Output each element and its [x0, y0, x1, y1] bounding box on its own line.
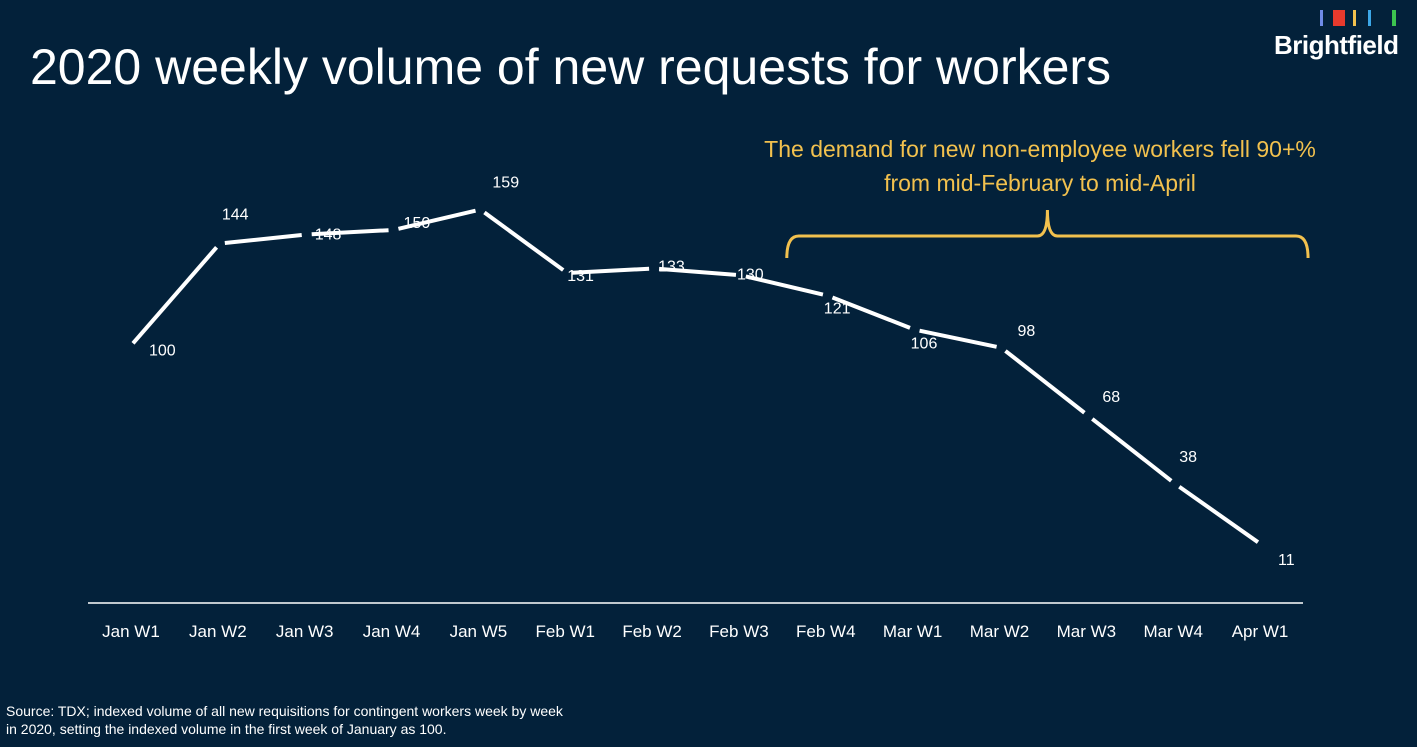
series-line-segment — [1004, 349, 1086, 415]
series-line-segment — [311, 228, 389, 237]
x-tick-label: Jan W3 — [276, 622, 334, 641]
x-tick-label: Mar W1 — [883, 622, 943, 641]
data-label: 98 — [1018, 323, 1036, 340]
x-tick-label: Mar W4 — [1143, 622, 1203, 641]
logo-wordmark: Brightfield — [1274, 30, 1399, 60]
x-tick-label: Mar W2 — [970, 622, 1030, 641]
series-line-segment — [1178, 485, 1260, 544]
logo-bars — [1320, 10, 1400, 28]
series-line-segment — [831, 295, 911, 330]
logo-bar — [1392, 10, 1396, 26]
data-label: 148 — [315, 226, 342, 243]
x-tick-label: Feb W2 — [622, 622, 682, 641]
data-label: 121 — [824, 301, 851, 318]
logo-bar — [1368, 10, 1371, 26]
logo-bar — [1320, 10, 1323, 26]
x-tick-label: Jan W4 — [363, 622, 421, 641]
data-label: 68 — [1102, 389, 1120, 406]
data-label: 11 — [1278, 552, 1295, 569]
series-line-segment — [745, 274, 824, 297]
x-tick-label: Jan W5 — [450, 622, 508, 641]
x-tick-label: Jan W1 — [102, 622, 160, 641]
source-note: Source: TDX; indexed volume of all new r… — [6, 703, 563, 737]
chart-title: 2020 weekly volume of new requests for w… — [30, 39, 1112, 95]
data-label: 38 — [1179, 449, 1197, 466]
annotation-text: The demand for new non-employee workers … — [764, 136, 1316, 196]
brightfield-logo: Brightfield — [1274, 10, 1399, 70]
series-line-segment — [224, 233, 302, 246]
x-tick-label: Feb W1 — [535, 622, 595, 641]
data-label: 106 — [911, 336, 938, 353]
series-line-group — [131, 208, 1260, 544]
data-label: 150 — [404, 215, 431, 232]
series-line-segment — [919, 328, 998, 349]
data-label: 131 — [567, 268, 594, 285]
series-line-segment — [131, 246, 219, 345]
series-line-segment — [1091, 417, 1173, 483]
series-line-segment — [572, 266, 650, 275]
series-line-segment — [658, 266, 737, 277]
x-tick-label: Apr W1 — [1232, 622, 1289, 641]
data-label: 144 — [222, 207, 249, 224]
logo-bar — [1333, 10, 1345, 26]
x-tick-label: Feb W4 — [796, 622, 856, 641]
x-tick-group: Jan W1 Jan W2 Jan W3 Jan W4 Jan W5 Feb W1 Feb … — [102, 622, 1288, 641]
x-tick-label: Jan W2 — [189, 622, 247, 641]
x-tick-label: Mar W3 — [1057, 622, 1117, 641]
series-line-segment — [397, 208, 476, 231]
x-tick-label: Feb W3 — [709, 622, 769, 641]
logo-bar — [1353, 10, 1356, 26]
data-label: 130 — [737, 266, 764, 283]
data-label: 100 — [149, 342, 176, 359]
data-label: 159 — [492, 175, 519, 192]
annotation-bracket — [785, 209, 1310, 259]
data-label-group: 100 144 148 150 159 131 133 130 121 106 98 68 38 11 — [149, 175, 1295, 570]
series-line-segment — [483, 210, 565, 272]
data-label: 133 — [658, 258, 685, 275]
